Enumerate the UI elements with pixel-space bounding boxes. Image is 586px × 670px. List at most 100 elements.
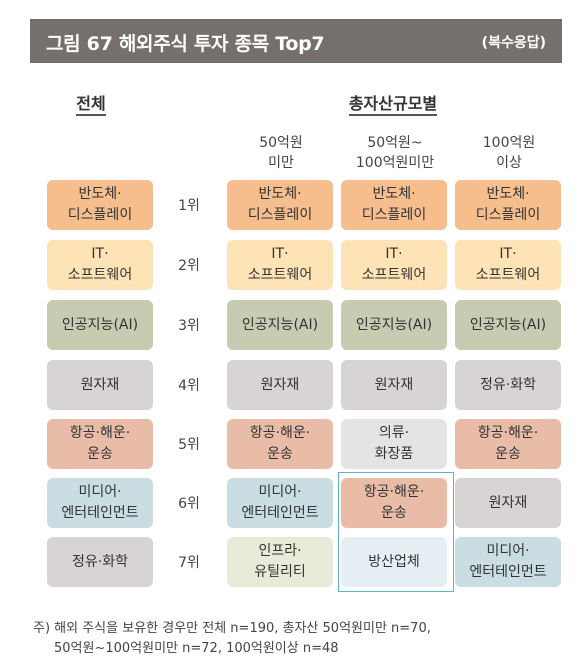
mid-rank-3-cell: 인공지능(AI) <box>341 300 447 350</box>
overall-rank-2-cell: IT· 소프트웨어 <box>47 240 153 290</box>
cell-line-1: 인공지능(AI) <box>355 316 433 333</box>
cell-text: 반도체· 디스플레이 <box>362 184 426 226</box>
cell-text: 인공지능(AI) <box>356 315 432 336</box>
over100-rank-3-cell: 인공지능(AI) <box>455 300 561 350</box>
cell-text: IT· 소프트웨어 <box>248 244 312 286</box>
cell-line-1: IT· <box>499 246 517 262</box>
cell-line-1: 반도체· <box>78 186 122 202</box>
cell-line-1: 의류· <box>378 425 410 441</box>
under50-rank-1-cell: 반도체· 디스플레이 <box>227 180 333 230</box>
cell-text: 미디어· 엔터테인먼트 <box>469 541 546 583</box>
cell-text: 항공·해운· 운송 <box>70 423 130 465</box>
footnote-line-1: 주) 해외 주식을 보유한 경우만 전체 n=190, 총자산 50억원미만 n… <box>33 621 431 636</box>
cell-text: 인프라· 유틸리티 <box>254 541 306 583</box>
cell-line-2: 소프트웨어 <box>361 267 427 283</box>
cell-line-2: 엔터테인먼트 <box>61 505 139 521</box>
under50-rank-6-cell: 미디어· 엔터테인먼트 <box>227 478 333 528</box>
over100-rank-1-cell: 반도체· 디스플레이 <box>455 180 561 230</box>
subheader-50-to-100: 50억원~ 100억원미만 <box>355 135 435 171</box>
over100-rank-7-cell: 미디어· 엔터테인먼트 <box>455 537 561 587</box>
over100-rank-4-cell: 정유·화학 <box>455 360 561 410</box>
figure-title: 그림 67 해외주식 투자 종목 Top7 <box>46 33 325 55</box>
cell-line-2: 운송 <box>87 446 113 462</box>
cell-line-1: 원자재 <box>80 376 120 393</box>
cell-text: 인공지능(AI) <box>470 315 546 336</box>
under50-rank-2-cell: IT· 소프트웨어 <box>227 240 333 290</box>
cell-line-1: 반도체· <box>486 186 530 202</box>
by-assets-column-title: 총자산규모별 <box>278 90 508 116</box>
under50-rank-4-cell: 원자재 <box>227 360 333 410</box>
cell-text: 정유·화학 <box>72 552 128 573</box>
cell-line-2: 디스플레이 <box>475 207 541 223</box>
under50-rank-3-cell: 인공지능(AI) <box>227 300 333 350</box>
overall-rank-5-cell: 항공·해운· 운송 <box>47 419 153 469</box>
rank-label: 5위 <box>178 437 200 453</box>
overall-rank-4-cell: 원자재 <box>47 360 153 410</box>
cell-line-1: 인공지능(AI) <box>241 316 319 333</box>
figure-subtitle: (복수응답) <box>481 35 546 51</box>
footnote-line-2: 50억원~100억원미만 n=72, 100억원이상 n=48 <box>54 641 339 656</box>
cell-line-1: 정유·화학 <box>72 553 128 570</box>
cell-line-1: 원자재 <box>488 494 528 511</box>
cell-line-1: IT· <box>385 246 403 262</box>
overall-rank-6-cell: 미디어· 엔터테인먼트 <box>47 478 153 528</box>
cell-text: 미디어· 엔터테인먼트 <box>241 482 318 524</box>
cell-line-2: 유틸리티 <box>254 564 306 580</box>
mid-rank-5-cell: 의류· 화장품 <box>341 419 447 469</box>
mid-rank-4-cell: 원자재 <box>341 360 447 410</box>
cell-text: 항공·해운· 운송 <box>478 423 538 465</box>
rank-label: 4위 <box>178 378 200 394</box>
rank-label: 1위 <box>178 198 200 214</box>
overall-rank-1-cell: 반도체· 디스플레이 <box>47 180 153 230</box>
cell-text: 방산업체 <box>368 552 420 573</box>
overall-rank-7-cell: 정유·화학 <box>47 537 153 587</box>
cell-text: 원자재 <box>261 375 300 396</box>
overall-column-title: 전체 <box>46 90 136 116</box>
cell-line-2: 운송 <box>495 446 521 462</box>
over100-rank-5-cell: 항공·해운· 운송 <box>455 419 561 469</box>
cell-line-2: 엔터테인먼트 <box>469 564 547 580</box>
cell-line-2: 엔터테인먼트 <box>241 505 319 521</box>
cell-line-1: 원자재 <box>374 376 414 393</box>
cell-line-2: 소프트웨어 <box>475 267 541 283</box>
rank-label: 2위 <box>178 258 200 274</box>
subheader-under-50: 50억원 미만 <box>259 135 303 171</box>
cell-line-1: 방산업체 <box>368 553 420 570</box>
cell-line-1: 미디어· <box>78 484 122 500</box>
cell-line-1: 원자재 <box>260 376 300 393</box>
cell-line-2: 소프트웨어 <box>247 267 313 283</box>
cell-text: 항공·해운· 운송 <box>250 423 310 465</box>
over100-rank-2-cell: IT· 소프트웨어 <box>455 240 561 290</box>
over100-rank-6-cell: 원자재 <box>455 478 561 528</box>
cell-text: 원자재 <box>81 375 120 396</box>
cell-line-1: 항공·해운· <box>363 484 425 500</box>
mid-rank-6-cell: 항공·해운· 운송 <box>341 478 447 528</box>
cell-line-1: 미디어· <box>258 484 302 500</box>
cell-text: 의류· 화장품 <box>375 423 414 465</box>
mid-rank-1-cell: 반도체· 디스플레이 <box>341 180 447 230</box>
cell-text: 미디어· 엔터테인먼트 <box>61 482 138 524</box>
cell-text: IT· 소프트웨어 <box>476 244 540 286</box>
cell-line-1: 인공지능(AI) <box>469 316 547 333</box>
cell-line-1: 미디어· <box>486 543 530 559</box>
cell-line-1: 항공·해운· <box>69 425 131 441</box>
cell-line-2: 디스플레이 <box>67 207 133 223</box>
highlight-box <box>338 472 454 592</box>
cell-line-2: 운송 <box>381 505 407 521</box>
cell-line-2: 화장품 <box>374 446 414 462</box>
cell-text: 항공·해운· 운송 <box>364 482 424 524</box>
cell-line-1: 항공·해운· <box>477 425 539 441</box>
under50-rank-7-cell: 인프라· 유틸리티 <box>227 537 333 587</box>
cell-line-1: 반도체· <box>258 186 302 202</box>
overall-rank-3-cell: 인공지능(AI) <box>47 300 153 350</box>
rank-label: 3위 <box>178 318 200 334</box>
cell-line-1: 정유·화학 <box>480 376 536 393</box>
cell-line-1: 반도체· <box>372 186 416 202</box>
cell-text: 반도체· 디스플레이 <box>248 184 312 226</box>
rank-label: 6위 <box>178 496 200 512</box>
cell-text: 원자재 <box>375 375 414 396</box>
subheader-over-100: 100억원 이상 <box>482 135 536 171</box>
cell-text: 인공지능(AI) <box>62 315 138 336</box>
cell-text: 원자재 <box>489 493 528 514</box>
mid-rank-7-cell: 방산업체 <box>341 537 447 587</box>
